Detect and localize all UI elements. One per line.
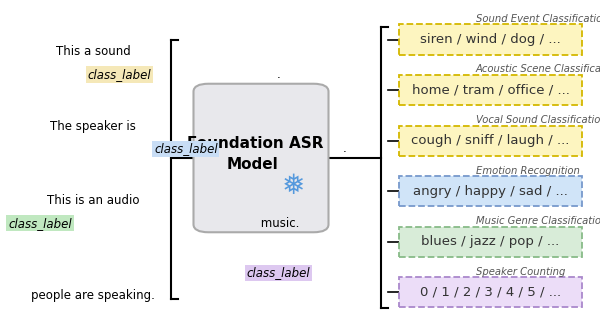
Text: Speaker Counting: Speaker Counting bbox=[476, 267, 565, 277]
FancyBboxPatch shape bbox=[399, 75, 582, 105]
Text: The speaker is: The speaker is bbox=[50, 119, 136, 133]
Text: ❅: ❅ bbox=[283, 173, 305, 200]
FancyBboxPatch shape bbox=[399, 25, 582, 54]
Text: people are speaking.: people are speaking. bbox=[31, 289, 155, 302]
Text: Foundation ASR: Foundation ASR bbox=[187, 136, 323, 151]
Text: class_label: class_label bbox=[88, 68, 151, 81]
Text: .: . bbox=[343, 142, 347, 155]
Text: Model: Model bbox=[226, 157, 278, 172]
FancyBboxPatch shape bbox=[399, 125, 582, 155]
Text: blues / jazz / pop / ...: blues / jazz / pop / ... bbox=[421, 235, 560, 248]
Text: angry / happy / sad / ...: angry / happy / sad / ... bbox=[413, 185, 568, 198]
Text: This is an audio: This is an audio bbox=[47, 194, 139, 207]
Text: Vocal Sound Classification: Vocal Sound Classification bbox=[476, 115, 600, 125]
Text: music.: music. bbox=[257, 216, 300, 230]
FancyBboxPatch shape bbox=[399, 277, 582, 307]
FancyBboxPatch shape bbox=[193, 84, 329, 232]
Text: Sound Event Classification: Sound Event Classification bbox=[476, 14, 600, 24]
Text: Music Genre Classification: Music Genre Classification bbox=[476, 216, 600, 226]
Text: .: . bbox=[277, 68, 281, 81]
Text: class_label: class_label bbox=[247, 266, 310, 280]
Text: Emotion Recognition: Emotion Recognition bbox=[476, 166, 580, 176]
Text: siren / wind / dog / ...: siren / wind / dog / ... bbox=[420, 33, 561, 46]
Text: cough / sniff / laugh / ...: cough / sniff / laugh / ... bbox=[412, 134, 569, 147]
Text: Acoustic Scene Classification: Acoustic Scene Classification bbox=[476, 64, 600, 75]
Text: home / tram / office / ...: home / tram / office / ... bbox=[412, 83, 569, 97]
Text: class_label: class_label bbox=[154, 142, 218, 155]
Text: This a sound: This a sound bbox=[56, 45, 130, 58]
FancyBboxPatch shape bbox=[399, 176, 582, 206]
Text: class_label: class_label bbox=[8, 216, 72, 230]
FancyBboxPatch shape bbox=[399, 227, 582, 257]
Text: 0 / 1 / 2 / 3 / 4 / 5 / ...: 0 / 1 / 2 / 3 / 4 / 5 / ... bbox=[420, 286, 561, 299]
